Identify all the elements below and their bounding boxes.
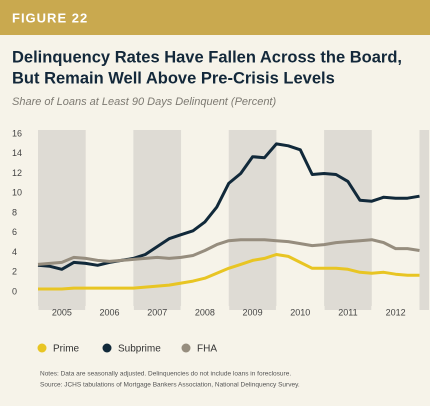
y-tick-label: 8 [12,207,17,217]
x-tick-label: 2008 [195,307,215,317]
note: Source: JCHS tabulations of Mortgage Ban… [40,382,300,389]
y-tick-label: 0 [12,286,17,296]
legend-swatch [102,343,112,353]
series-line [37,238,420,266]
x-tick-label: 2006 [100,307,120,317]
note: Notes: Data are seasonally adjusted. Del… [40,371,291,378]
x-tick-label: 2007 [147,307,167,317]
y-tick-label: 2 [12,267,17,277]
year-band [324,130,372,310]
x-tick-label: 2012 [386,307,406,317]
y-tick-label: 16 [12,128,22,138]
y-tick-label: 12 [12,168,22,178]
series-line [37,142,420,271]
header-band [0,0,430,35]
y-tick-label: 10 [12,188,22,198]
figure-label: FIGURE 22 [12,10,88,25]
year-band [419,130,429,310]
y-tick-label: 14 [12,148,22,158]
year-band [133,130,182,310]
legend-swatch [37,343,47,353]
year-band [38,130,86,310]
legend-label: FHA [197,344,217,355]
x-tick-label: 2010 [290,307,310,317]
chart-title: But Remain Well Above Pre-Crisis Levels [12,69,335,87]
series-line [38,253,420,291]
chart-subtitle: Share of Loans at Least 90 Days Delinque… [12,96,276,108]
y-tick-label: 4 [12,247,17,257]
chart-title: Delinquency Rates Have Fallen Across the… [12,48,402,66]
legend-label: Prime [53,344,80,355]
x-tick-label: 2009 [243,307,263,317]
y-tick-label: 6 [12,227,17,237]
legend-label: Subprime [118,344,161,355]
x-tick-label: 2011 [338,307,357,317]
x-tick-label: 2005 [52,307,72,317]
year-band [228,130,277,310]
legend-swatch [181,343,191,353]
